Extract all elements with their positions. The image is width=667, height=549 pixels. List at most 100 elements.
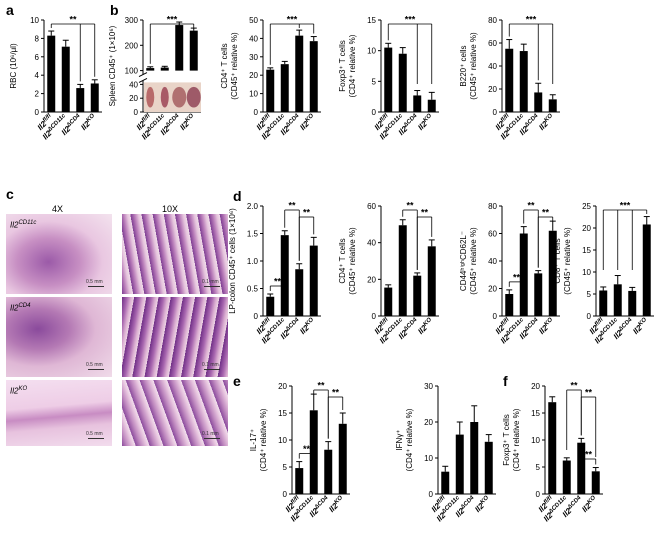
y-axis-label: (CD45⁺ relative %): [469, 227, 478, 295]
sig-label: **: [406, 201, 414, 211]
y-tick-label: 5: [283, 463, 288, 472]
bar: [548, 402, 557, 494]
y-tick-label: 5: [372, 77, 377, 86]
y-tick-label: 60: [488, 230, 497, 239]
x-category-label: Il2KO: [327, 495, 346, 514]
bar: [519, 51, 528, 112]
bar: [628, 290, 637, 316]
x-category-label: Il2KO: [416, 113, 435, 132]
y-tick-label: 0: [493, 108, 498, 117]
bar: [470, 422, 479, 494]
y-tick-label: 0: [536, 490, 541, 499]
x-category-label: Il2KO: [580, 495, 599, 514]
y-tick-label: 10: [531, 436, 540, 445]
bar: [47, 35, 56, 112]
bar: [642, 224, 651, 316]
bar: [398, 53, 407, 112]
y-tick-label: 0.5: [247, 285, 259, 294]
histology-row-label: Il2CD11c: [10, 220, 37, 230]
histology-image-4x-row2: [6, 297, 112, 377]
y-tick-label: 40: [249, 34, 258, 43]
y-tick-label: 0: [254, 108, 259, 117]
bar: [534, 273, 543, 316]
bar: [384, 287, 393, 316]
spleen-organ: [172, 86, 187, 108]
panel-label-e: e: [233, 373, 241, 389]
y-tick-label: 40: [367, 239, 376, 248]
sig-label: ***: [167, 15, 178, 25]
y-tick-label: 1.5: [247, 230, 259, 239]
y-tick-label: 60: [367, 202, 376, 211]
bar: [160, 67, 169, 71]
y-axis-label: CD4⁺ T cells: [338, 238, 347, 283]
sig-label: **: [585, 388, 593, 398]
bar: [76, 88, 85, 112]
histology-image-10x-row3: [122, 380, 228, 446]
axis-break: [138, 74, 202, 81]
bar: [548, 230, 557, 316]
y-tick-label: 10: [249, 90, 258, 99]
y-axis-label: RBC (10⁶/μl): [9, 43, 18, 89]
y-tick-label: 40: [488, 62, 497, 71]
y-tick-label: 0: [372, 108, 377, 117]
bar: [455, 434, 464, 494]
bar: [280, 235, 289, 316]
y-axis-label: B220⁺ cells: [459, 45, 468, 86]
y-axis-label: Spleen CD45⁺ (1×10⁶): [108, 25, 117, 106]
y-tick-label: 20: [582, 224, 591, 233]
bar: [613, 284, 622, 316]
y-tick-label: 100: [125, 67, 139, 76]
bar: [146, 68, 155, 71]
bar: [295, 35, 304, 112]
axis-break-mark: [138, 72, 148, 78]
sig-label: **: [585, 450, 593, 460]
bar: [519, 233, 528, 316]
bar: [175, 25, 184, 71]
bar: [324, 449, 333, 494]
axis-break-mark: [138, 77, 148, 83]
x-category-label: Il2KO: [537, 317, 556, 336]
y-tick-label: 30: [249, 53, 258, 62]
y-tick-label: 80: [488, 202, 497, 211]
sig-label: ***: [526, 15, 537, 25]
y-tick-label: 20: [278, 382, 287, 391]
bar: [484, 441, 493, 494]
y-tick-label: 5: [536, 463, 541, 472]
sig-label: **: [274, 277, 282, 287]
histology-row-label: Il2CD4: [10, 303, 31, 313]
y-axis-label: Foxp3⁺ T cells: [338, 40, 347, 92]
sig-label: ***: [287, 15, 298, 25]
y-tick-label: 0: [35, 108, 40, 117]
y-tick-label: 30: [424, 382, 433, 391]
bar: [599, 290, 608, 316]
bar: [441, 471, 450, 494]
y-axis-label: (CD45⁺ relative %): [563, 227, 572, 295]
bar: [505, 48, 514, 112]
y-tick-label: 15: [367, 16, 376, 25]
scale-bar: [88, 369, 104, 370]
sig-label: **: [513, 272, 521, 282]
scale-bar-label: 0.1 mm: [202, 431, 219, 437]
bar: [338, 423, 347, 494]
sig-label: **: [303, 208, 311, 218]
x-category-label: Il2KO: [631, 317, 650, 336]
y-tick-label: 80: [488, 16, 497, 25]
histology-image-10x-row2: [122, 297, 228, 377]
y-tick-label: 0: [429, 490, 434, 499]
y-tick-label: 2.0: [247, 202, 259, 211]
y-axis-label: (CD45⁺ relative %): [230, 32, 239, 100]
bar: [189, 30, 198, 71]
sig-label: **: [542, 208, 550, 218]
y-tick-label: 20: [424, 418, 433, 427]
sig-label: **: [421, 208, 429, 218]
y-tick-label: 1.0: [247, 257, 259, 266]
y-tick-label: 8: [35, 34, 40, 43]
y-axis-label: Foxp3⁺ T cells: [502, 414, 511, 466]
bar: [548, 99, 557, 112]
y-tick-label: 10: [30, 16, 39, 25]
x-category-label: Il2KO: [416, 317, 435, 336]
scale-bar: [88, 286, 104, 287]
y-tick-label: 20: [488, 85, 497, 94]
scale-bar: [204, 286, 220, 287]
x-category-label: Il2KO: [537, 113, 556, 132]
